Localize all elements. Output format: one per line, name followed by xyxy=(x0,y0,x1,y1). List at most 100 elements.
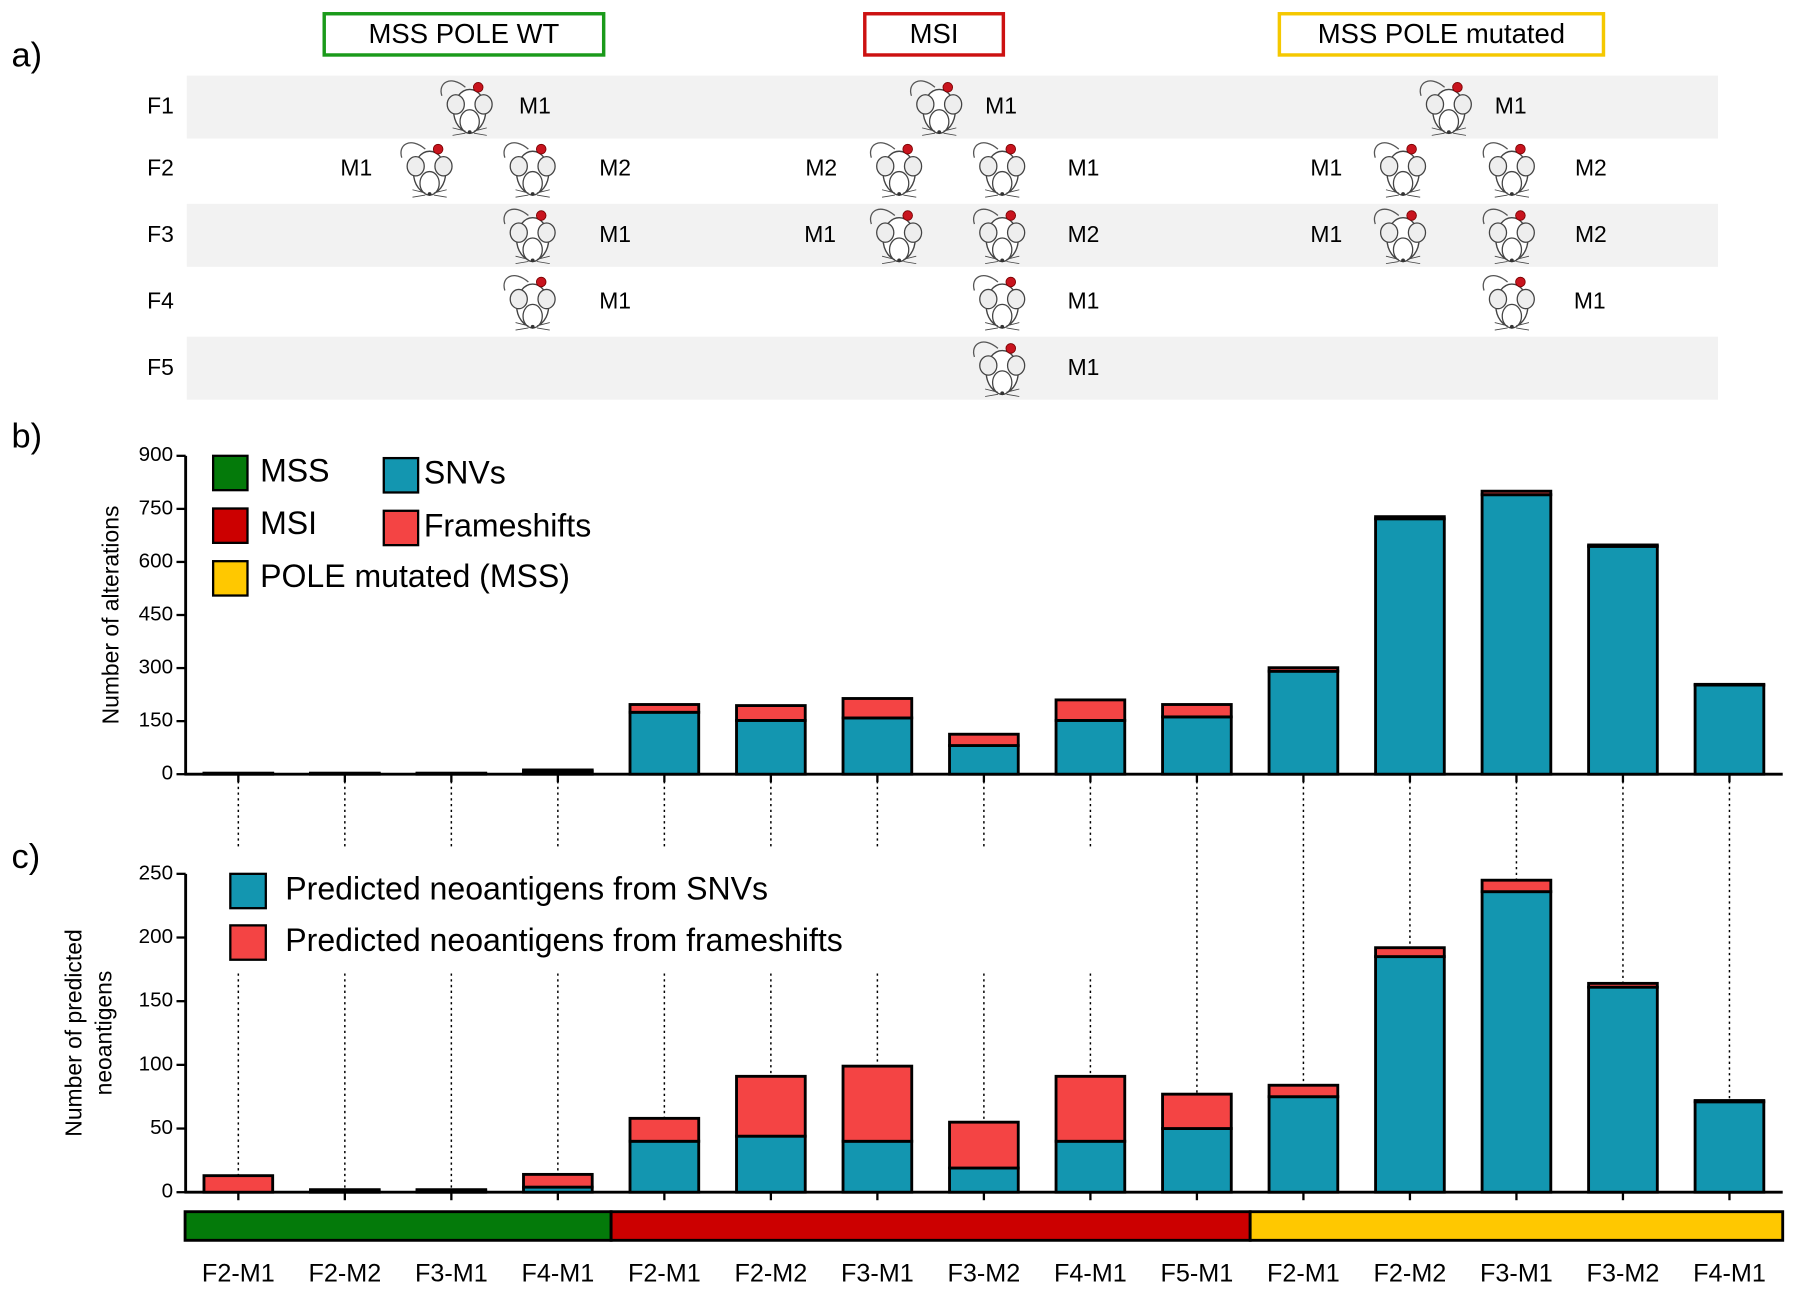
bar-segment xyxy=(1054,698,1127,722)
mouse-label: M1 xyxy=(340,155,372,181)
bar-segment xyxy=(1693,683,1766,776)
family-label: F2 xyxy=(147,155,174,181)
group-title: MSS POLE WT xyxy=(369,18,560,49)
legend-swatch xyxy=(382,456,420,494)
mouse-label: M2 xyxy=(1068,221,1100,247)
mouse-icon xyxy=(400,142,453,198)
bar-segment xyxy=(1587,985,1659,1194)
group-box xyxy=(322,12,606,57)
panel-label: a) xyxy=(12,36,43,74)
bar-segment xyxy=(1587,543,1659,548)
mouse-label: M1 xyxy=(599,221,631,247)
x-tick-label: F3-M2 xyxy=(948,1259,1021,1287)
legend-swatch xyxy=(229,872,267,910)
row-band xyxy=(186,336,1719,400)
mouse-label: M2 xyxy=(1575,221,1607,247)
x-tick-label: F4-M1 xyxy=(521,1259,594,1287)
bar-segment xyxy=(1693,1100,1766,1194)
bar-segment xyxy=(522,1172,594,1189)
bar-segment xyxy=(735,1134,807,1194)
y-tick-label: 100 xyxy=(139,1052,173,1075)
bar-segment xyxy=(628,710,701,776)
y-tick-label: 150 xyxy=(139,989,173,1012)
mouse-label: M1 xyxy=(519,93,551,119)
y-axis-title: Number of predicted xyxy=(61,929,87,1136)
mouse-icon xyxy=(972,142,1026,198)
mouse-label: M1 xyxy=(1310,221,1342,247)
bar-segment xyxy=(1693,682,1766,687)
legend-swatch xyxy=(229,924,267,961)
family-label: F3 xyxy=(147,221,174,247)
bar-segment xyxy=(1267,1083,1340,1099)
y-tick-label: 0 xyxy=(162,1180,173,1203)
bar-segment xyxy=(735,1074,807,1138)
mouse-label: M1 xyxy=(1574,287,1606,313)
bar-segment xyxy=(735,704,807,722)
y-tick-label: 200 xyxy=(139,925,173,948)
mouse-label: M1 xyxy=(985,93,1017,119)
legend-swatch xyxy=(211,560,249,597)
mouse-icon xyxy=(1482,142,1536,198)
bar-segment xyxy=(1374,946,1446,959)
bar-segment xyxy=(1267,666,1340,673)
x-tick-label: F2-M1 xyxy=(628,1259,701,1287)
bar-segment xyxy=(1693,1099,1766,1104)
mouse-label: M2 xyxy=(599,155,631,181)
bar-segment xyxy=(1480,878,1553,894)
mouse-icon xyxy=(1373,142,1427,198)
bar-segment xyxy=(522,768,594,773)
bar-segment xyxy=(841,1139,914,1194)
bar-segment xyxy=(1587,981,1659,989)
y-axis-title: neoantigens xyxy=(91,971,117,1096)
mouse-label: M1 xyxy=(1495,93,1527,119)
bar-segment xyxy=(1480,489,1553,497)
legend-label: POLE mutated (MSS) xyxy=(260,558,570,594)
x-tick-label: F4-M1 xyxy=(1693,1259,1766,1287)
group-strip xyxy=(1248,1210,1785,1242)
bar-segment xyxy=(1054,1139,1127,1194)
bar-segment xyxy=(1374,515,1446,521)
bar-segment xyxy=(1480,493,1553,776)
mouse-icon xyxy=(1482,274,1536,331)
group-strip xyxy=(183,1210,613,1242)
bar-segment xyxy=(1161,703,1233,719)
y-tick-label: 50 xyxy=(150,1116,173,1139)
mouse-label: M1 xyxy=(804,221,836,247)
x-tick-label: F2-M2 xyxy=(1374,1259,1447,1287)
legend-label: Predicted neoantigens from frameshifts xyxy=(285,922,843,958)
mouse-label: M1 xyxy=(1310,155,1342,181)
x-tick-label: F2-M2 xyxy=(734,1259,807,1287)
bar-segment xyxy=(841,697,914,720)
y-axis-title: Number of alterations xyxy=(97,506,123,725)
legend-label: SNVs xyxy=(424,455,506,491)
y-tick-label: 900 xyxy=(139,443,173,466)
bar-segment xyxy=(841,1064,914,1143)
bar-segment xyxy=(948,744,1020,776)
bar-segment xyxy=(628,1116,701,1143)
mouse-label: M1 xyxy=(1068,287,1100,313)
group-title: MSS POLE mutated xyxy=(1318,18,1565,49)
mouse-label: M1 xyxy=(1068,155,1100,181)
x-tick-label: F2-M1 xyxy=(202,1259,275,1287)
legend-swatch xyxy=(211,507,249,544)
bar-segment xyxy=(948,1120,1020,1170)
mouse-label: M2 xyxy=(1575,155,1607,181)
y-tick-label: 150 xyxy=(139,709,173,732)
legend-swatch xyxy=(211,454,249,492)
x-tick-label: F2-M2 xyxy=(308,1259,381,1287)
bar-segment xyxy=(309,1188,381,1193)
panel-label: b) xyxy=(12,418,43,456)
x-tick-label: F3-M2 xyxy=(1587,1259,1660,1287)
bar-segment xyxy=(1480,890,1553,1194)
bar-segment xyxy=(1161,715,1233,776)
group-box xyxy=(1277,12,1606,57)
y-tick-label: 750 xyxy=(139,496,173,519)
x-tick-label: F3-M1 xyxy=(415,1259,488,1287)
family-label: F4 xyxy=(147,287,174,313)
x-tick-label: F3-M1 xyxy=(1480,1259,1553,1287)
bar-segment xyxy=(415,1188,488,1193)
legend-label: MSI xyxy=(260,505,317,541)
legend-label: MSS xyxy=(260,452,329,488)
bar-segment xyxy=(1054,1074,1127,1143)
